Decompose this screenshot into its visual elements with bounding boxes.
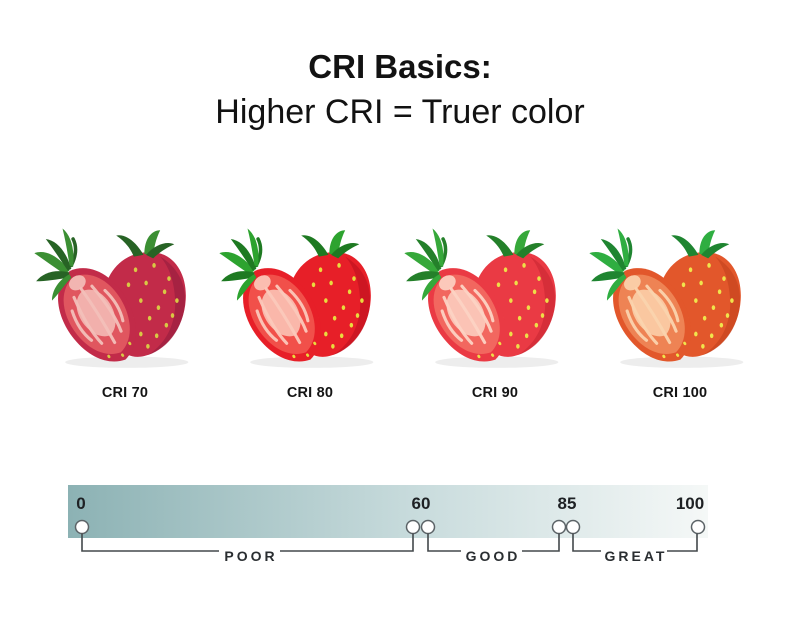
segment-label-great: GREAT <box>605 548 668 564</box>
cri-label: CRI 80 <box>286 385 334 401</box>
bracket-great <box>572 533 698 552</box>
strawberry-figure-cri90: CRI 90 <box>405 230 585 401</box>
strawberry-illustration <box>407 230 583 380</box>
scale-gradient-bar <box>68 485 708 538</box>
cri-label: CRI 90 <box>471 385 519 401</box>
strawberry-row: CRI 70 CRI 80 CRI 90 CRI 100 <box>35 230 770 401</box>
strawberry-illustration <box>222 230 398 380</box>
strawberry-illustration <box>37 230 213 380</box>
segment-label-good: GOOD <box>466 548 521 564</box>
marker-dot-60-right <box>420 519 436 535</box>
strawberry-figure-cri100: CRI 100 <box>590 230 770 401</box>
marker-dot-60-left <box>405 519 421 535</box>
strawberry-figure-cri70: CRI 70 <box>35 230 215 401</box>
marker-dot-85-left <box>551 519 567 535</box>
page-subtitle: Higher CRI = Truer color <box>215 93 585 131</box>
cri-label: CRI 70 <box>101 385 149 401</box>
scale-marker-dots <box>74 519 706 535</box>
tick-100: 100 <box>676 494 704 513</box>
segment-label-poor: POOR <box>224 548 277 564</box>
tick-60: 60 <box>412 494 431 513</box>
tick-0: 0 <box>76 494 85 513</box>
page-title: CRI Basics: <box>308 48 492 85</box>
bracket-poor <box>81 533 414 552</box>
marker-dot-85-right <box>565 519 581 535</box>
range-brackets <box>81 533 698 552</box>
marker-dot-100 <box>690 519 706 535</box>
marker-dot-0 <box>74 519 90 535</box>
strawberry-figure-cri80: CRI 80 <box>220 230 400 401</box>
cri-scale: 0 60 85 100 POOR GOOD GREAT <box>68 485 708 564</box>
bracket-good <box>427 533 560 552</box>
title-block: CRI Basics: Higher CRI = Truer color <box>0 44 800 136</box>
tick-85: 85 <box>558 494 577 513</box>
strawberry-illustration <box>592 230 768 380</box>
cri-label: CRI 100 <box>652 385 708 401</box>
